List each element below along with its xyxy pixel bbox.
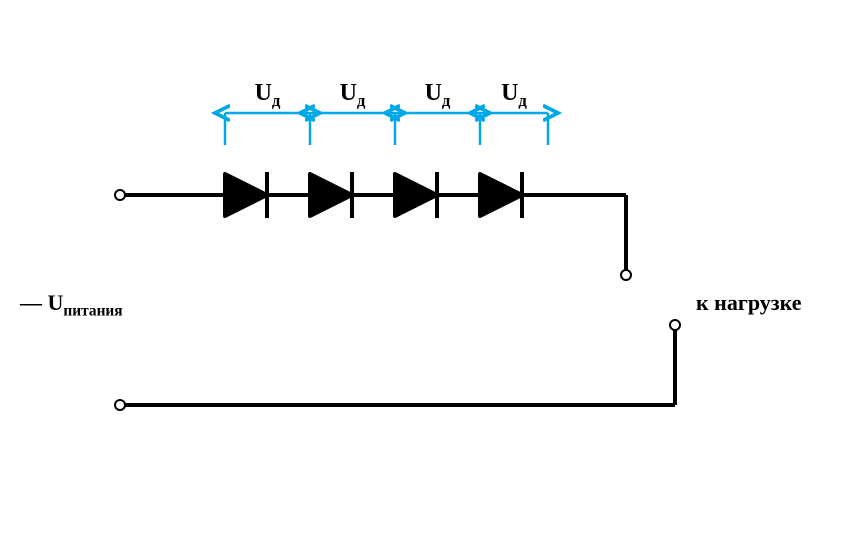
supply-sub: питания: [63, 302, 122, 319]
supply-label: — Uпитания: [20, 290, 123, 320]
load-label: к нагрузке: [696, 290, 802, 316]
supply-main: U: [48, 290, 64, 315]
supply-prefix: —: [20, 290, 42, 315]
ud-label-2: Uд: [425, 80, 451, 111]
ud-sub: д: [442, 91, 451, 110]
ud-label-0: Uд: [255, 80, 281, 111]
ud-label-1: Uд: [340, 80, 366, 111]
load-text: к нагрузке: [696, 290, 802, 315]
ud-main: U: [425, 80, 442, 106]
ud-label-3: Uд: [501, 80, 527, 111]
ud-sub: д: [272, 91, 281, 110]
ud-main: U: [340, 80, 357, 106]
ud-sub: д: [357, 91, 366, 110]
ud-sub: д: [518, 91, 527, 110]
ud-main: U: [501, 80, 518, 106]
ud-main: U: [255, 80, 272, 106]
